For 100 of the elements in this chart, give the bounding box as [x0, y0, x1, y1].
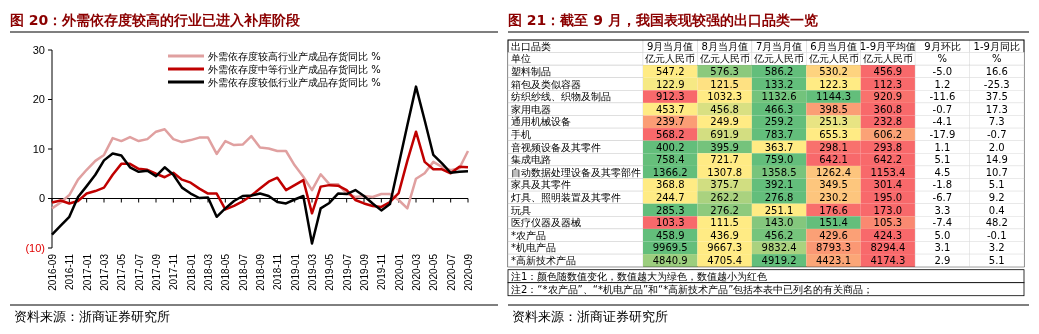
text: %: [992, 53, 1002, 65]
data-label: 122.3: [819, 78, 848, 90]
x-tick-label: 2020-07: [445, 253, 457, 291]
x-tick-label: 2020-05: [428, 253, 440, 291]
text: 3.1: [934, 242, 951, 254]
x-tick-label: 2017-03: [99, 253, 110, 291]
data-label: 456.2: [764, 229, 794, 241]
data-label: 576.3: [710, 65, 739, 77]
data-label: 392.1: [764, 179, 794, 191]
text: 亿元人民币: [645, 53, 696, 65]
data-label: 395.9: [710, 141, 739, 153]
text: 1.1: [934, 141, 951, 153]
text: -7.4: [932, 217, 953, 229]
data-label: 111.5: [710, 217, 739, 229]
x-tick-label: 1-9月同比: [973, 40, 1020, 52]
data-label: 759.0: [764, 154, 794, 166]
y-tick-label: *高新技术产品: [511, 254, 576, 266]
data-label: 1144.3: [816, 91, 851, 103]
y-tick-label: 医疗仪器及器械: [511, 217, 581, 229]
x-tick-label: 9月环比: [924, 40, 961, 52]
data-label: 8793.3: [816, 242, 851, 254]
data-label: 606.2: [873, 128, 903, 140]
data-label: 276.8: [764, 191, 794, 203]
data-label: 456.8: [710, 103, 739, 115]
data-label: 4423.1: [816, 254, 851, 266]
x-tick-label: 2018-07: [237, 253, 249, 291]
y-tick-label: 家用电器: [511, 103, 551, 115]
text: -11.6: [929, 91, 956, 103]
data-label: 230.2: [819, 191, 848, 203]
x-tick-label: 2019-11: [376, 253, 388, 290]
data-label: 276.2: [710, 204, 739, 216]
text: 亿元人民币: [699, 53, 750, 65]
text: 亿元人民币: [862, 53, 913, 65]
data-label: 293.8: [873, 141, 903, 153]
text: 2.0: [988, 141, 1005, 153]
y-tick-label: 灯具、照明装置及其零件: [511, 191, 621, 203]
text: -0.7: [932, 103, 953, 115]
data-label: 8294.4: [870, 242, 906, 254]
x-tick-label: 2018-05: [220, 253, 232, 291]
x-tick-label: 2016-11: [64, 253, 76, 290]
data-label: 1262.4: [816, 166, 851, 178]
data-label: 783.7: [764, 128, 794, 140]
data-label: 1366.2: [652, 166, 688, 178]
data-label: 1132.6: [761, 91, 797, 103]
x-tick-label: 2018-01: [185, 253, 197, 291]
data-label: 133.2: [764, 78, 794, 90]
text: -25.3: [983, 78, 1010, 90]
text: -6.7: [932, 191, 953, 203]
x-tick-label: 2016-09: [47, 253, 58, 291]
data-label: 655.3: [819, 128, 848, 140]
data-label: 176.6: [819, 204, 848, 216]
data-label: 9969.5: [652, 242, 688, 254]
y-tick-label: 纺织纱线、织物及制品: [511, 91, 611, 103]
y-tick-label: 塑料制品: [511, 65, 551, 77]
data-label: 530.2: [819, 65, 848, 77]
data-label: 4705.4: [707, 254, 743, 266]
data-label: 642.1: [819, 154, 848, 166]
text: 37.5: [985, 91, 1008, 103]
text: -5.0: [932, 65, 953, 77]
text: 5.1: [988, 179, 1005, 191]
x-tick-label: 2019-07: [341, 253, 353, 291]
chart-title: 图 20：外需依存度较高的行业已进入补库阶段: [10, 12, 302, 28]
data-label: 1358.5: [761, 166, 797, 178]
data-label: 436.9: [710, 229, 739, 241]
x-tick-label: 2019-05: [324, 253, 336, 291]
x-tick-label: 6月当月值: [810, 40, 857, 52]
text: 亿元人民币: [754, 53, 805, 65]
text: 注1：颜色随数值变化，数值越大为绿色，数值越小为红色: [511, 270, 768, 282]
chart-title: 图 21：截至 9 月，我国表现较强的出口品类一览: [508, 12, 818, 28]
x-tick-label: 2020-01: [393, 253, 405, 291]
data-label: 453.7: [655, 103, 685, 115]
text: -0.1: [987, 229, 1007, 241]
data-label: 400.2: [655, 141, 685, 153]
data-label: 121.5: [710, 78, 739, 90]
data-label: 721.7: [710, 154, 739, 166]
data-label: 244.7: [655, 191, 685, 203]
y-axis-title: 出口品类: [511, 40, 551, 52]
x-tick-label: 2017-01: [81, 253, 93, 291]
text: %: [937, 53, 948, 65]
text: 7.3: [988, 116, 1005, 128]
data-label: 105.3: [873, 217, 903, 229]
data-label: 4840.9: [652, 254, 688, 266]
data-label: 298.1: [819, 141, 848, 153]
data-label: 285.3: [655, 204, 685, 216]
data-label: 249.9: [710, 116, 739, 128]
x-tick-label: 2017-11: [168, 253, 180, 290]
data-label: 1153.4: [870, 166, 906, 178]
x-tick-label: 2018-03: [203, 253, 214, 291]
data-label: 691.9: [710, 128, 739, 140]
text: 14.9: [985, 154, 1008, 166]
y-tick-label: *机电产品: [511, 242, 556, 254]
legend-label: 外需依存度较高行业产成品存货同比 %: [208, 50, 381, 62]
text: 资料来源：浙商证券研究所: [14, 309, 170, 324]
data-label: 375.7: [710, 179, 739, 191]
x-tick-label: 2017-09: [151, 253, 162, 291]
x-tick-label: 2019-09: [359, 253, 370, 291]
text: -0.7: [987, 128, 1007, 140]
data-label: 466.3: [764, 103, 794, 115]
x-tick-label: 2017-07: [133, 253, 145, 291]
x-tick-label: 2018-09: [255, 253, 266, 291]
